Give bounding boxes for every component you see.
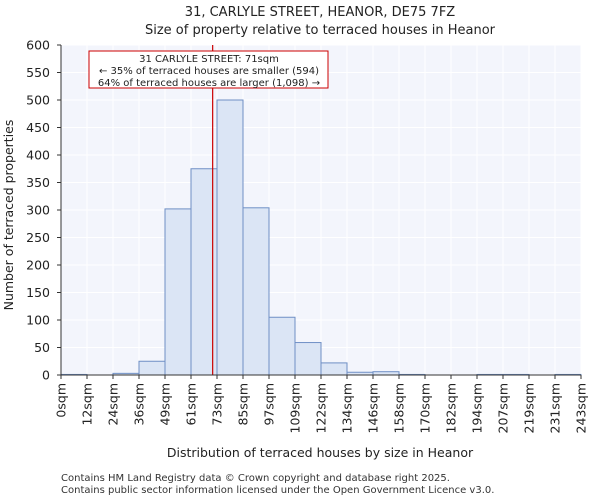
histogram-bar [242, 207, 270, 376]
x-axis-title: Distribution of terraced houses by size … [167, 445, 474, 460]
x-tick-label: 49sqm [158, 383, 173, 426]
y-tick-label: 200 [26, 258, 50, 273]
histogram-bar [216, 99, 244, 376]
x-tick-label: 194sqm [470, 383, 485, 433]
x-tick-label: 24sqm [106, 383, 121, 426]
x-tick-label: 219sqm [522, 383, 537, 433]
y-axis-title: Number of terraced properties [1, 120, 16, 311]
x-tick-label: 134sqm [340, 383, 355, 433]
annotation-larger: 64% of terraced houses are larger (1,098… [98, 78, 320, 89]
x-tick-label: 231sqm [548, 383, 563, 433]
x-tick-label: 170sqm [418, 383, 433, 433]
annotation-smaller: ← 35% of terraced houses are smaller (59… [99, 66, 319, 77]
y-tick-label: 600 [26, 38, 50, 53]
histogram-bar [268, 316, 296, 376]
chart-title: 31, CARLYLE STREET, HEANOR, DE75 7FZ [185, 5, 455, 20]
y-tick-label: 350 [26, 175, 50, 190]
histogram-bar [294, 342, 322, 376]
x-tick-label: 85sqm [236, 383, 251, 426]
y-tick-label: 550 [26, 65, 50, 80]
chart-subtitle: Size of property relative to terraced ho… [145, 23, 496, 38]
histogram-bar [320, 362, 348, 376]
y-tick-label: 50 [34, 340, 50, 355]
x-tick-label: 0sqm [54, 383, 69, 418]
x-tick-label: 182sqm [444, 383, 459, 433]
footer-attribution-2: Contains public sector information licen… [61, 485, 495, 496]
x-tick-label: 109sqm [288, 383, 303, 433]
x-tick-label: 61sqm [184, 383, 199, 426]
x-tick-label: 207sqm [496, 383, 511, 433]
x-tick-label: 73sqm [210, 383, 225, 426]
marker-annotation: 31 CARLYLE STREET: 71sqm ← 35% of terrac… [88, 50, 329, 89]
x-tick-label: 36sqm [132, 383, 147, 426]
histogram-bar [164, 208, 192, 376]
y-tick-label: 100 [26, 313, 50, 328]
y-tick-label: 450 [26, 120, 50, 135]
y-tick-label: 0 [42, 368, 50, 383]
x-tick-label: 122sqm [314, 383, 329, 433]
x-tick-label: 97sqm [262, 383, 277, 426]
y-tick-label: 500 [26, 93, 50, 108]
y-tick-label: 400 [26, 148, 50, 163]
histogram-bar [138, 360, 166, 376]
x-tick-label: 146sqm [366, 383, 381, 433]
x-tick-label: 243sqm [574, 383, 589, 433]
x-tick-label: 12sqm [80, 383, 95, 426]
y-tick-label: 150 [26, 285, 50, 300]
annotation-box [88, 50, 329, 89]
x-tick-label: 158sqm [392, 383, 407, 433]
annotation-title: 31 CARLYLE STREET: 71sqm [139, 54, 279, 65]
y-tick-label: 300 [26, 203, 50, 218]
y-tick-label: 250 [26, 230, 50, 245]
footer-attribution-1: Contains HM Land Registry data © Crown c… [61, 473, 450, 484]
